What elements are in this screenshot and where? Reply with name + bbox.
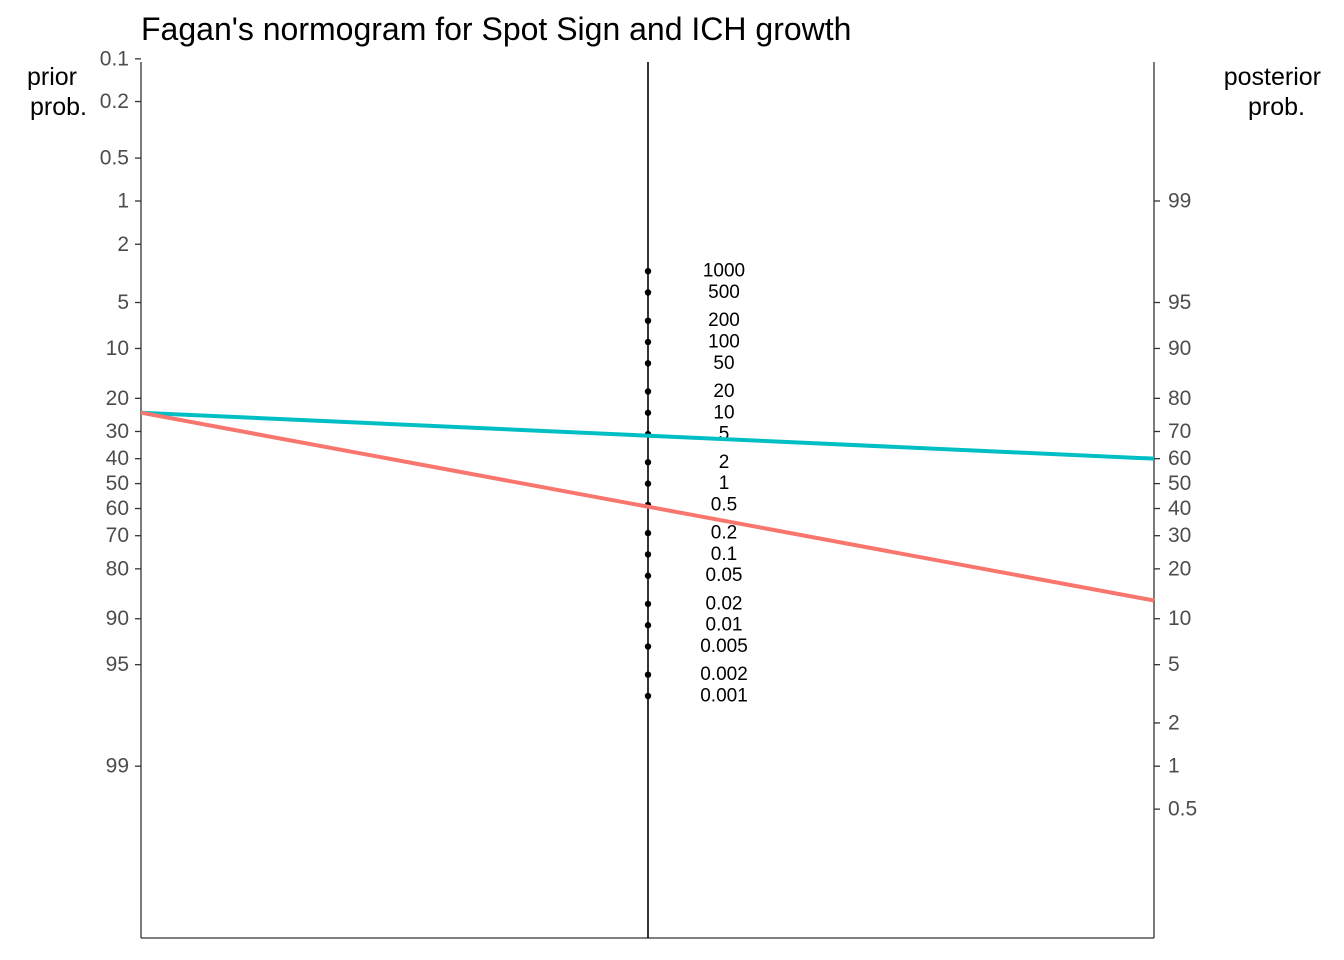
lr-tick-point-20: [644, 388, 652, 395]
lr-tick-label-1: 1: [719, 473, 730, 494]
left-tick-label-50: 50: [106, 472, 129, 495]
left-tick-label-0-2: 0.2: [100, 90, 129, 113]
right-axis-label-line2: prob.: [1248, 93, 1305, 121]
lr-tick-label-0-2: 0.2: [711, 523, 737, 544]
right-tick-label-60: 60: [1168, 447, 1191, 470]
right-tick-label-80: 80: [1168, 387, 1191, 410]
lr-tick-label-10: 10: [713, 402, 734, 423]
left-tick-label-90: 90: [106, 607, 129, 630]
left-tick-label-0-1: 0.1: [100, 47, 129, 70]
series-line-1: [140, 410, 1155, 461]
left-tick-label-1: 1: [117, 190, 129, 213]
lr-tick-point-0-1: [644, 551, 652, 558]
left-tick-label-60: 60: [106, 497, 129, 520]
right-tick-label-20: 20: [1168, 557, 1191, 580]
lr-tick-label-0-005: 0.005: [700, 636, 748, 657]
left-tick-label-80: 80: [106, 557, 129, 580]
right-tick-label-99: 99: [1168, 190, 1191, 213]
lr-tick-label-100: 100: [708, 331, 740, 352]
lr-tick-point-0-002: [644, 671, 652, 678]
lr-tick-label-0-001: 0.001: [700, 686, 748, 707]
right-tick-label-90: 90: [1168, 337, 1191, 360]
lr-tick-point-500: [644, 289, 652, 296]
lr-tick-point-0-01: [644, 622, 652, 629]
chart-title: Fagan's normogram for Spot Sign and ICH …: [141, 11, 851, 47]
right-tick-label-0-5: 0.5: [1168, 798, 1197, 821]
right-tick-label-1: 1: [1168, 755, 1180, 778]
lr-tick-label-5: 5: [719, 424, 730, 445]
lr-tick-label-500: 500: [708, 282, 740, 303]
lr-tick-label-20: 20: [713, 381, 734, 402]
left-tick-label-30: 30: [106, 420, 129, 443]
lr-tick-label-1000: 1000: [703, 261, 745, 282]
lr-tick-label-50: 50: [713, 353, 734, 374]
left-tick-label-2: 2: [117, 233, 129, 256]
lr-tick-label-0-002: 0.002: [700, 664, 748, 685]
right-tick-label-2: 2: [1168, 711, 1180, 734]
lr-tick-point-0-05: [644, 572, 652, 579]
lr-tick-label-200: 200: [708, 310, 740, 331]
lr-tick-label-0-1: 0.1: [711, 544, 737, 565]
lr-tick-point-0-2: [644, 529, 652, 537]
lr-tick-label-0-01: 0.01: [706, 615, 743, 636]
right-tick-label-5: 5: [1168, 653, 1180, 676]
lr-tick-point-1: [644, 480, 652, 487]
lr-tick-point-0-005: [644, 643, 652, 650]
lr-tick-point-0-001: [644, 692, 652, 700]
lr-tick-point-50: [644, 360, 652, 367]
lr-tick-label-0-05: 0.05: [706, 565, 743, 586]
left-axis-label-line1: prior: [27, 63, 77, 91]
left-tick-label-5: 5: [117, 291, 129, 314]
lr-tick-point-10: [644, 409, 652, 416]
series-line-2: [140, 410, 1155, 603]
right-tick-label-40: 40: [1168, 497, 1191, 520]
left-axis-label-line2: prob.: [30, 93, 87, 121]
series-lines: [140, 410, 1155, 603]
likelihood-ratio-ticks: 10005002001005020105210.50.20.10.050.020…: [644, 261, 748, 707]
lr-tick-point-100: [644, 338, 652, 346]
lr-tick-label-0-02: 0.02: [706, 593, 743, 614]
right-tick-label-30: 30: [1168, 524, 1191, 547]
right-tick-label-10: 10: [1168, 607, 1191, 630]
left-tick-label-10: 10: [106, 337, 129, 360]
right-tick-label-50: 50: [1168, 472, 1191, 495]
right-tick-label-95: 95: [1168, 291, 1191, 314]
right-tick-label-70: 70: [1168, 420, 1191, 443]
left-tick-label-70: 70: [106, 524, 129, 547]
lr-tick-label-2: 2: [719, 452, 730, 473]
left-tick-label-40: 40: [106, 447, 129, 470]
left-tick-label-0-5: 0.5: [100, 147, 129, 170]
lr-tick-point-0-02: [644, 600, 652, 608]
left-tick-label-95: 95: [106, 653, 129, 676]
left-tick-label-20: 20: [106, 387, 129, 410]
lr-tick-point-200: [644, 317, 652, 324]
left-tick-label-99: 99: [106, 755, 129, 778]
right-axis-label-line1: posterior: [1224, 63, 1321, 91]
lr-tick-label-0-5: 0.5: [711, 494, 737, 515]
lr-tick-point-2: [644, 459, 652, 466]
lr-tick-point-1000: [644, 267, 652, 275]
